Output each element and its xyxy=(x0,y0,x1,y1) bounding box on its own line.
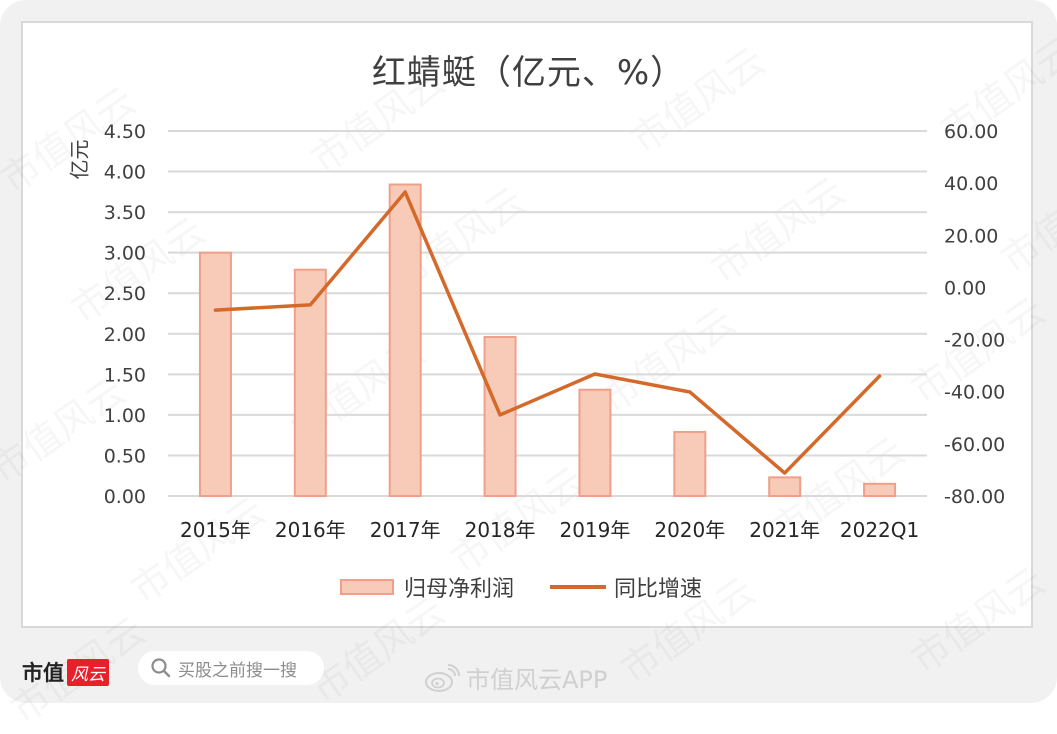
x-tick-category: 2022Q1 xyxy=(840,518,919,542)
y-axis-right-ticks: 60.00 40.00 20.00 0.00 -20.00 -40.00 -60.00 -80… xyxy=(944,121,1005,508)
y-tick-right: -40.00 xyxy=(944,382,1005,404)
x-tick-category: 2017年 xyxy=(370,518,441,542)
bar-swatch-icon xyxy=(340,579,394,595)
bar[interactable] xyxy=(863,482,897,498)
y-tick-left: 0.00 xyxy=(104,486,146,508)
bar[interactable] xyxy=(673,430,707,497)
yoy-line[interactable] xyxy=(213,190,882,475)
y-tick-right: 20.00 xyxy=(944,225,998,247)
brand-logo: 市值 风云 xyxy=(22,657,109,687)
x-tick-category: 2015年 xyxy=(180,518,251,542)
x-tick-category: 2021年 xyxy=(749,518,820,542)
y-tick-left: 1.00 xyxy=(104,405,146,427)
x-tick-category: 2020年 xyxy=(654,518,725,542)
weibo-icon xyxy=(425,663,460,692)
logo-badge: 风云 xyxy=(67,658,109,686)
weibo-text: 市值风云APP xyxy=(466,666,608,694)
line-series-yoy-growth xyxy=(213,190,882,475)
legend-label-yoy-growth: 同比增速 xyxy=(614,577,703,602)
legend-item-yoy-growth[interactable]: 同比增速 xyxy=(544,571,702,603)
gridlines xyxy=(168,130,927,497)
logo-text: 市值 xyxy=(22,660,64,685)
chart-title: 红蜻蜓（亿元、%） xyxy=(371,53,686,93)
y-axis-left-ticks: 4.50 4.00 3.50 3.00 2.50 2.00 1.50 1.00 0.50 0.00 xyxy=(104,121,146,508)
bar[interactable] xyxy=(768,476,802,498)
bar[interactable] xyxy=(198,251,232,497)
y-tick-right: 60.00 xyxy=(944,121,998,143)
y-tick-left: 4.50 xyxy=(104,121,146,143)
y-tick-left: 4.00 xyxy=(104,162,146,184)
y-tick-right: -20.00 xyxy=(944,330,1005,352)
chart-panel xyxy=(21,21,1033,628)
y-tick-right: 40.00 xyxy=(944,173,998,195)
x-tick-category: 2016年 xyxy=(275,518,346,542)
y-tick-left: 2.50 xyxy=(104,283,146,305)
x-tick-category: 2019年 xyxy=(559,518,630,542)
bar-series-net-profit xyxy=(198,183,897,498)
y-tick-left: 0.50 xyxy=(104,445,146,467)
line-swatch-icon xyxy=(550,585,607,589)
weibo-watermark: 市值风云APP xyxy=(424,660,607,695)
bar[interactable] xyxy=(578,388,612,497)
search-box[interactable]: 买股之前搜一搜 xyxy=(138,651,324,685)
legend-item-net-profit[interactable]: 归母净利润 xyxy=(340,571,514,603)
y-tick-right: 0.00 xyxy=(944,277,986,299)
x-axis-categories: 2015年 2016年 2017年 2018年 2019年 2020年 2021年 2022Q… xyxy=(180,518,919,542)
y-tick-left: 2.00 xyxy=(104,324,146,346)
y-tick-left: 3.00 xyxy=(104,243,146,265)
bar[interactable] xyxy=(388,183,422,498)
y-tick-left: 3.50 xyxy=(104,202,146,224)
y-tick-right: -60.00 xyxy=(944,434,1005,456)
search-placeholder: 买股之前搜一搜 xyxy=(178,660,297,681)
search-icon xyxy=(151,658,171,678)
chart-legend: 归母净利润 同比增速 xyxy=(340,572,732,602)
x-tick-category: 2018年 xyxy=(465,518,536,542)
y-tick-right: -80.00 xyxy=(944,486,1005,508)
legend-label-net-profit: 归母净利润 xyxy=(404,577,515,602)
y-tick-left: 1.50 xyxy=(104,364,146,386)
bar[interactable] xyxy=(293,268,327,498)
chart-svg: 4.50 4.00 3.50 3.00 2.50 2.00 1.50 1.00 0.50 0.00… xyxy=(104,121,1006,542)
